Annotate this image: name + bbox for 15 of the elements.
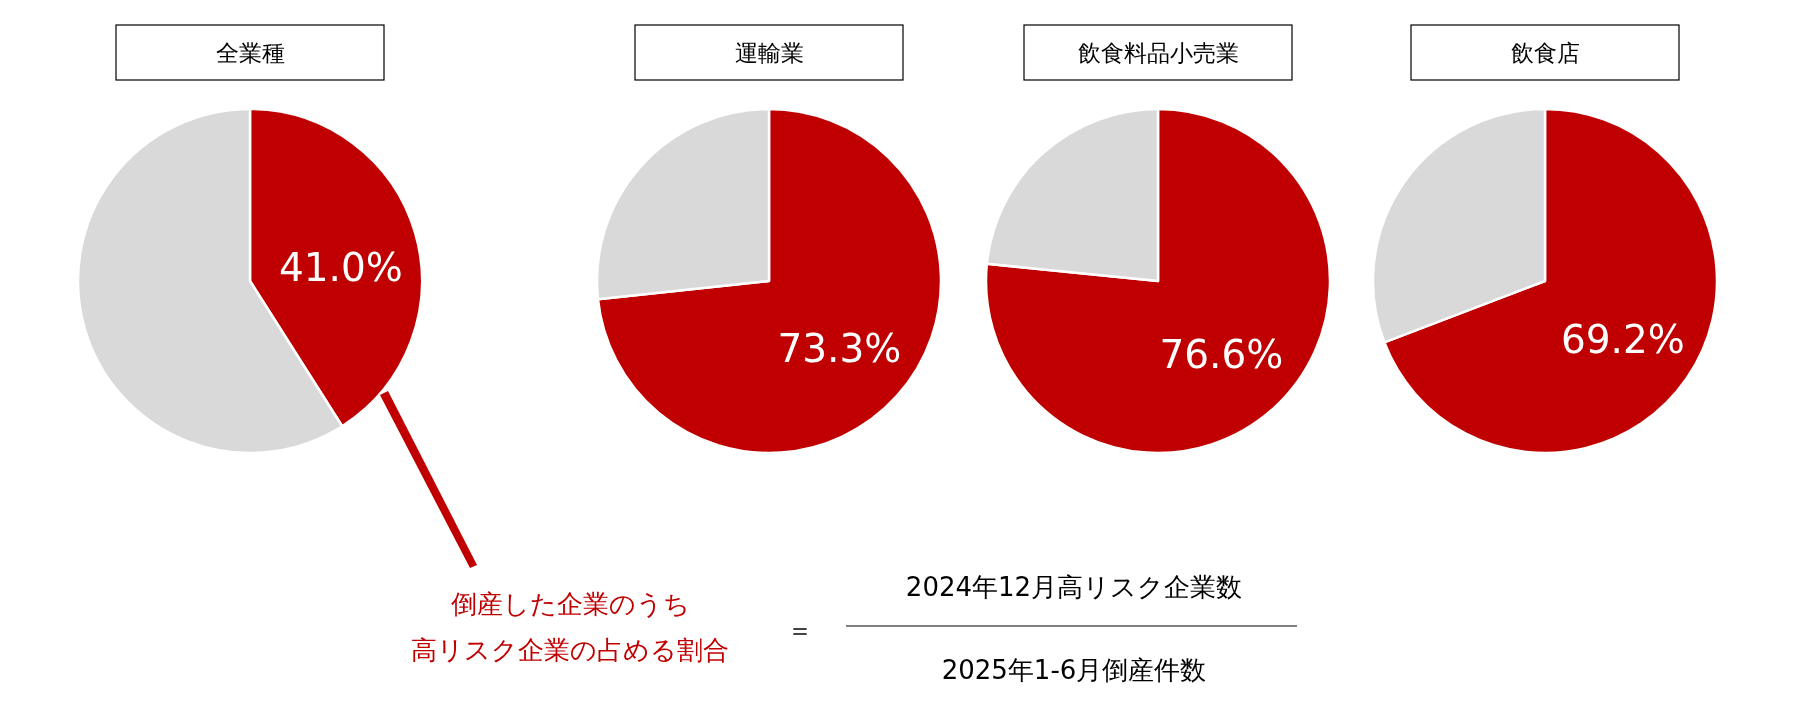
pie-slice xyxy=(596,107,943,454)
data-label: 73.3% xyxy=(777,325,902,371)
text: 倒産した企業のうち xyxy=(450,589,690,619)
text: 2025年1-6月倒産件数 xyxy=(941,655,1207,685)
data-label: 69.2% xyxy=(1560,317,1685,363)
text: ＝ xyxy=(787,615,813,645)
data-label: 41.0% xyxy=(278,244,403,290)
text: 2024年12月高リスク企業数 xyxy=(905,572,1243,602)
text: 高リスク企業の占める割合 xyxy=(411,635,729,665)
chart-title: 全業種 xyxy=(215,40,285,66)
chart-title: 飲食料品小売業 xyxy=(1077,40,1239,66)
data-label: 76.6% xyxy=(1159,332,1284,378)
chart-title: 飲食店 xyxy=(1510,40,1580,66)
chart-title: 運輸業 xyxy=(734,40,804,66)
pie-slice xyxy=(984,107,1332,455)
